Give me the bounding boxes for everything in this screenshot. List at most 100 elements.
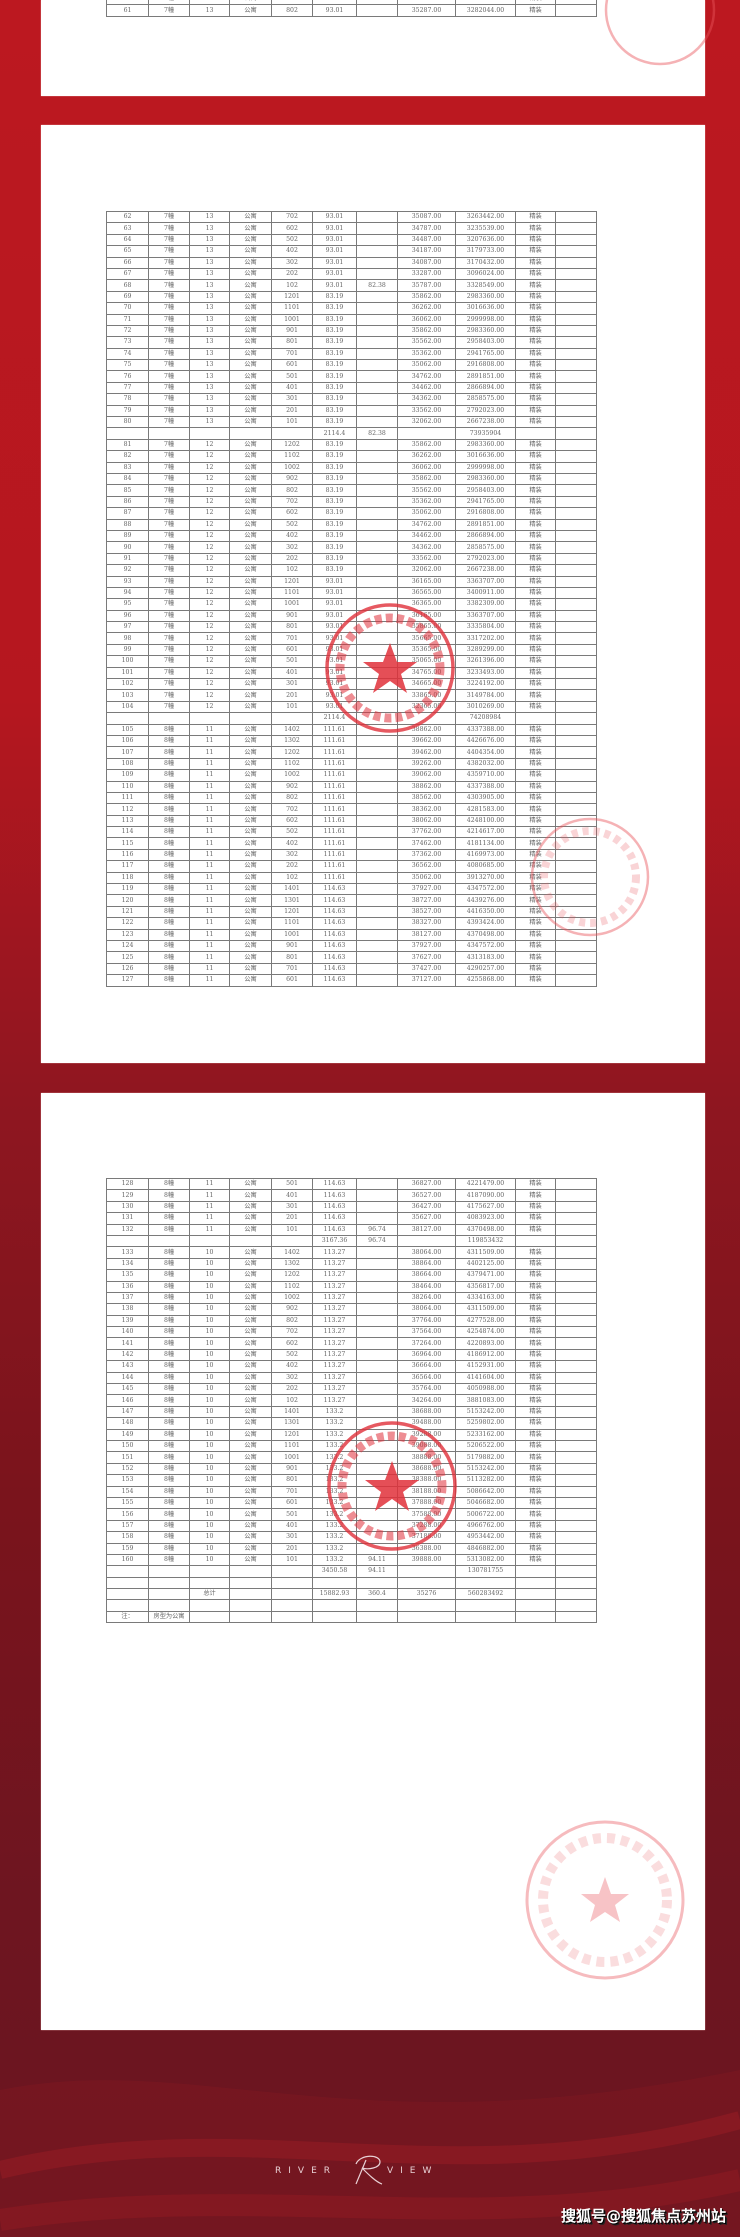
table-cell: 公寓 (229, 1462, 272, 1476)
table-cell: 115 (106, 837, 149, 850)
table-cell: 公寓 (229, 1439, 272, 1453)
table-cell: 公寓 (229, 1257, 272, 1271)
table-cell: 37888.00 (397, 1496, 456, 1510)
table-cell: 13 (189, 336, 230, 349)
table-cell (356, 632, 398, 645)
table-cell: 155 (106, 1496, 149, 1510)
table-cell: 501 (271, 655, 313, 668)
table-cell (148, 712, 190, 725)
table-cell: 10 (189, 1383, 230, 1396)
table-row: 3167.36 96.74 119853432 (106, 1234, 597, 1248)
table-row: 128 8幢 11 公寓 501 114.63 36827.00 4221479.00 精装 (106, 1177, 597, 1191)
table-cell: 8幢 (148, 734, 190, 748)
table-row: 107 8幢 11 公寓 1202 111.61 39462.00 4404354.00 精装 (106, 746, 597, 759)
table-cell: 35787.00 (397, 279, 456, 292)
table-cell: 公寓 (229, 1348, 272, 1362)
table-cell: 公寓 (229, 1200, 272, 1214)
table-row: 62 7幢 13 公寓 702 93.01 35087.00 3263442.00 精装 (106, 210, 597, 224)
table-cell: 13 (189, 256, 230, 269)
table-cell: 8幢 (148, 1496, 190, 1510)
table-cell: 2916808.00 (455, 507, 516, 520)
table-cell: 公寓 (229, 4, 272, 17)
table-row: 72 7幢 13 公寓 901 83.19 35862.00 2983360.00 精装 (106, 324, 597, 338)
table-cell: 133.2 (312, 1474, 357, 1487)
table-cell: 公寓 (229, 1474, 272, 1487)
table-cell: 公寓 (229, 529, 272, 543)
table-cell: 128 (106, 1177, 149, 1191)
table-cell: 36565.00 (397, 586, 456, 600)
table-cell: 83.19 (312, 450, 357, 463)
table-cell: 公寓 (229, 1303, 272, 1316)
table-cell (555, 1360, 597, 1373)
table-cell (515, 1565, 556, 1578)
table-cell (106, 1588, 149, 1601)
table-cell: 精装 (515, 359, 556, 372)
table-cell: 87 (106, 507, 149, 520)
table-cell: 802 (271, 1314, 313, 1328)
table-cell: 10 (189, 1394, 230, 1407)
table-cell: 1301 (271, 894, 313, 907)
table-cell: 精装 (515, 1326, 556, 1339)
table-cell: 93.01 (312, 575, 357, 588)
table-cell: 公寓 (229, 210, 272, 224)
table-cell: 3016636.00 (455, 302, 516, 315)
table-row: 110 8幢 11 公寓 902 111.61 38862.00 4337388.00 精装 (106, 780, 597, 793)
table-cell (356, 1177, 398, 1191)
table-cell: 1001 (271, 313, 313, 326)
table-cell (356, 450, 398, 463)
table-cell: 602 (271, 814, 313, 828)
table-cell: 2983360.00 (455, 438, 516, 452)
table-cell: 4248100.00 (455, 814, 516, 828)
table-cell: 36664.00 (397, 1360, 456, 1373)
table-cell: 7幢 (148, 222, 190, 235)
table-cell (555, 507, 597, 520)
table-cell: 精装 (515, 621, 556, 634)
table-cell (555, 313, 597, 326)
table-cell: 8幢 (148, 769, 190, 782)
table-row: 92 7幢 12 公寓 102 83.19 32062.00 2667238.00 精装 (106, 564, 597, 577)
table-cell: 公寓 (229, 962, 272, 976)
table-cell: 66 (106, 256, 149, 269)
table-cell: 8幢 (148, 1177, 190, 1191)
table-cell: 34087.00 (397, 256, 456, 269)
table-cell: 111.61 (312, 803, 357, 816)
table-cell: 11 (189, 791, 230, 805)
table-cell: 精装 (515, 1360, 556, 1373)
riverview-logo: RIVER VIEW (275, 2152, 455, 2188)
table-row: 76 7幢 13 公寓 501 83.19 34762.00 2891851.00 精装 (106, 370, 597, 383)
table-cell: 7幢 (148, 290, 190, 304)
table-cell: 67 (106, 267, 149, 281)
table-cell (356, 677, 398, 691)
table-cell: 8幢 (148, 917, 190, 930)
table-cell (555, 848, 597, 862)
table-cell: 113.27 (312, 1303, 357, 1316)
table-cell: 10 (189, 1280, 230, 1293)
table-cell: 8幢 (148, 1246, 190, 1259)
table-row: 注： 房型为公寓 (106, 1610, 597, 1624)
table-cell: 精装 (515, 1269, 556, 1282)
table-cell (271, 427, 313, 440)
table-cell: 37288.00 (397, 1519, 456, 1533)
table-cell: 精装 (515, 746, 556, 759)
table-cell: 公寓 (229, 438, 272, 452)
table-cell (356, 210, 398, 224)
table-cell: 12 (189, 438, 230, 452)
table-cell: 5259802.00 (455, 1417, 516, 1430)
table-cell: 93.01 (312, 666, 357, 680)
table-cell: 8幢 (148, 894, 190, 907)
table-cell (555, 1451, 597, 1464)
table-cell: 98 (106, 632, 149, 645)
table-cell: 36062.00 (397, 461, 456, 475)
table-cell: 102 (271, 564, 313, 577)
table-cell (555, 381, 597, 395)
table-cell: 127 (106, 974, 149, 987)
table-cell: 2958403.00 (455, 336, 516, 349)
table-cell: 10 (189, 1269, 230, 1282)
table-cell (555, 427, 597, 440)
table-cell: 10 (189, 1428, 230, 1442)
table-cell: 13 (189, 370, 230, 383)
table-cell: 4290257.00 (455, 962, 516, 976)
table-cell: 83.19 (312, 324, 357, 338)
table-cell: 108 (106, 757, 149, 771)
table-cell: 8幢 (148, 814, 190, 828)
